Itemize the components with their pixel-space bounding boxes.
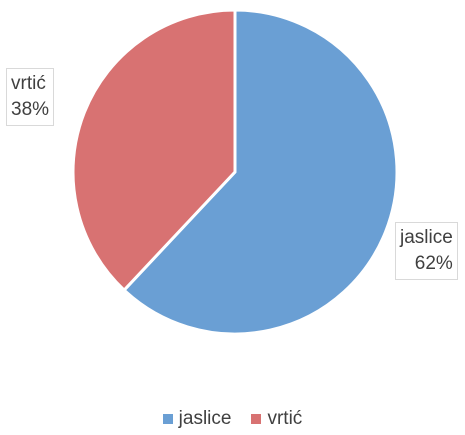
pie-slice-jaslice xyxy=(122,8,399,336)
legend-entry-jaslice: jaslice xyxy=(162,408,232,430)
data-label-jaslice-value: 62% xyxy=(414,253,453,274)
data-label-jaslice: jaslice 62% xyxy=(395,222,458,280)
legend-swatch-jaslice xyxy=(162,414,173,424)
legend-label-vrtic: vrtić xyxy=(267,408,303,429)
data-label-vrtic-value: 38% xyxy=(11,99,50,120)
legend-label-jaslice: jaslice xyxy=(178,408,232,429)
chart-legend: jaslice vrtić xyxy=(0,408,465,430)
pie-slice-vrtic xyxy=(71,8,237,292)
data-label-vrtic: vrtić 38% xyxy=(6,68,55,126)
legend-entry-vrtic: vrtić xyxy=(251,408,302,430)
legend-swatch-vrtic xyxy=(251,414,262,424)
data-label-jaslice-name: jaslice xyxy=(400,227,453,248)
data-label-vrtic-name: vrtić xyxy=(11,73,46,94)
